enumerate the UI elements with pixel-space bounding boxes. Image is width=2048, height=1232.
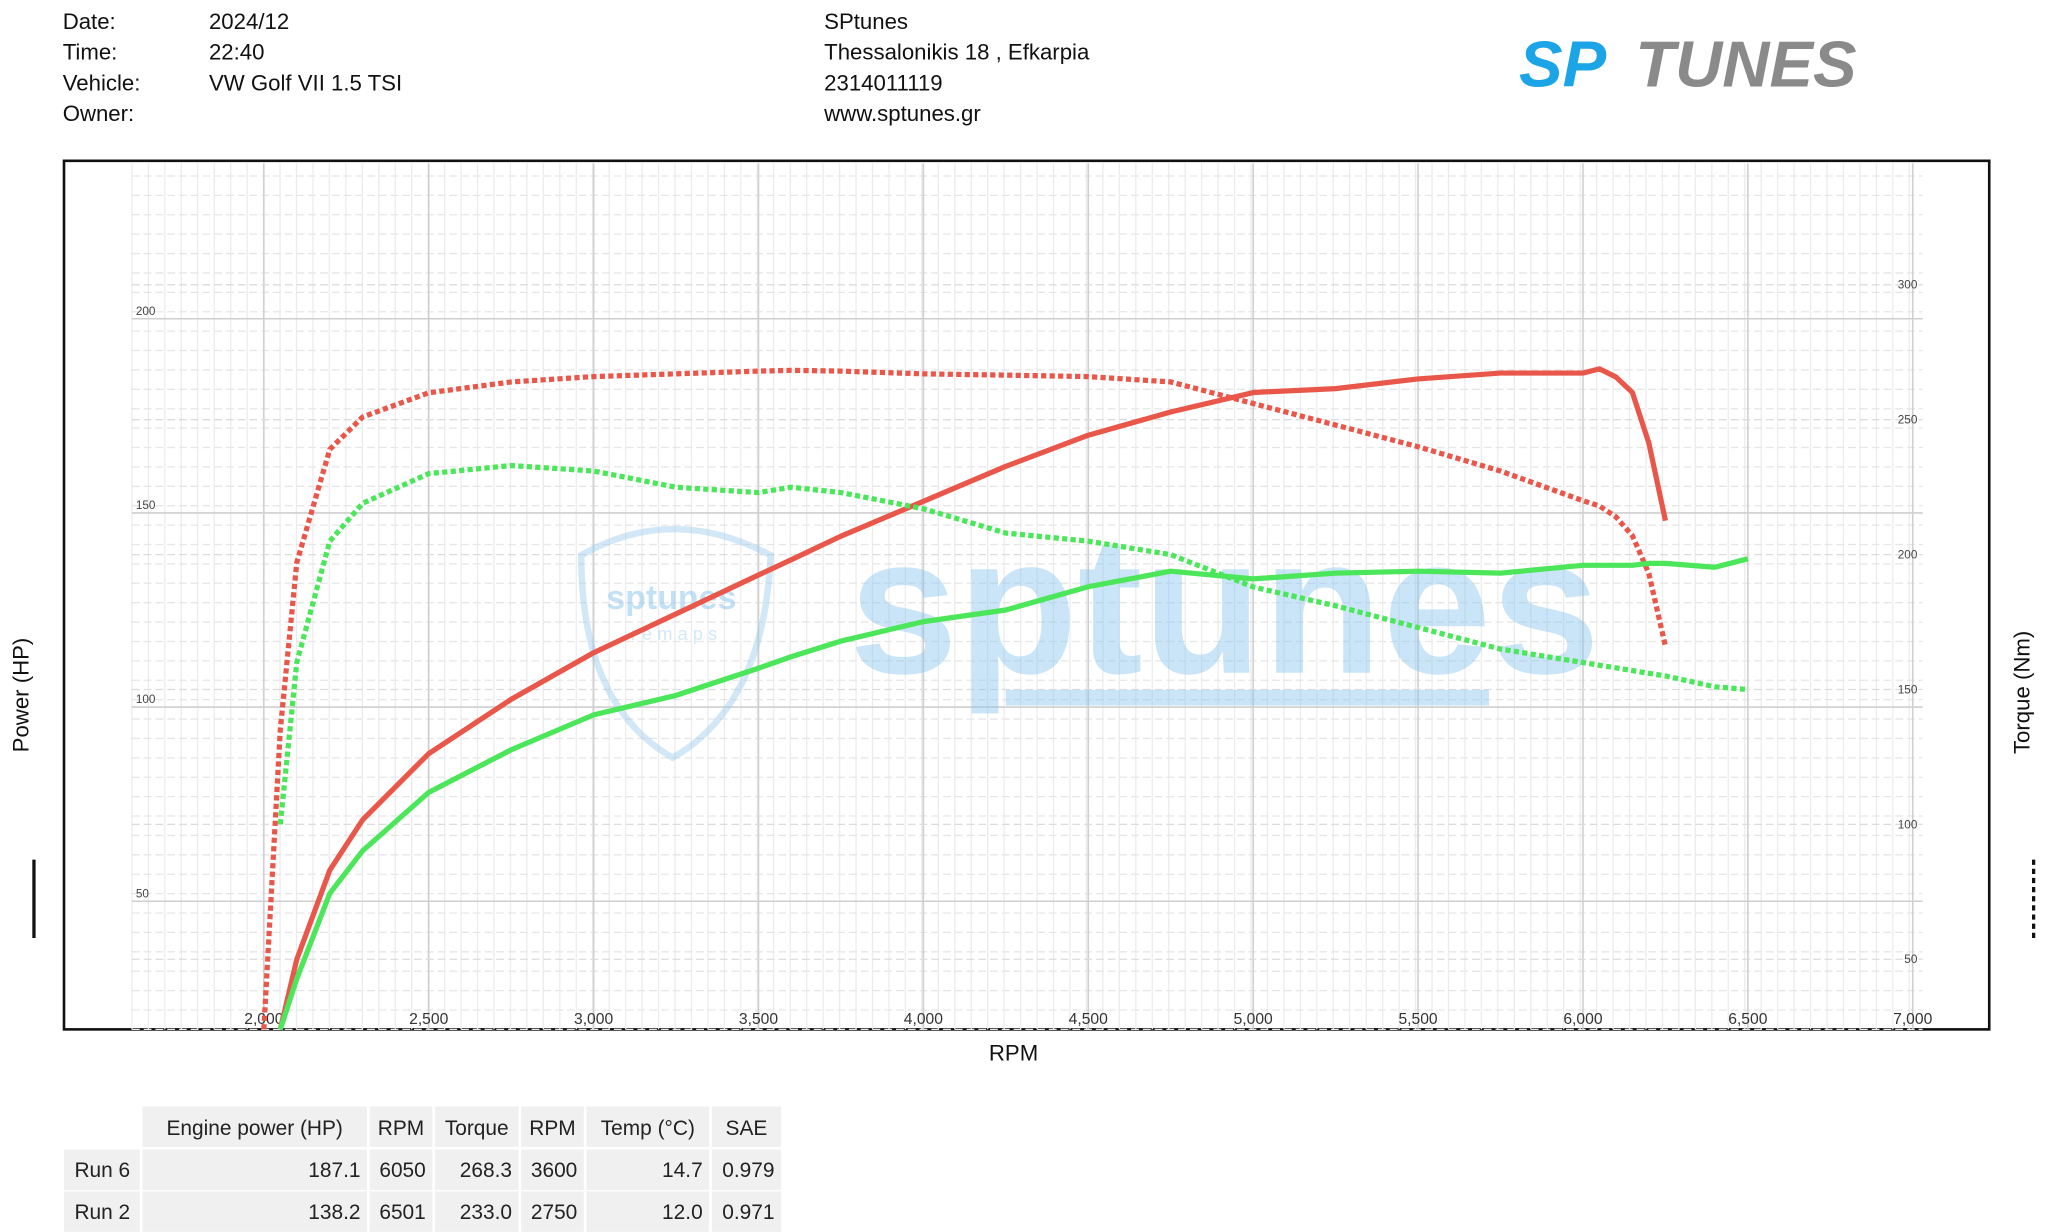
field-label: Date: (63, 9, 116, 34)
x-tick-label: 2,500 (409, 1011, 448, 1028)
cell-bg (521, 1191, 584, 1232)
cell-text: 6050 (379, 1159, 425, 1182)
header-text: Torque (445, 1117, 509, 1140)
cell-text: 2750 (531, 1201, 577, 1224)
y-tick-label: 50 (136, 887, 150, 900)
y2-axis-label: Torque (Nm) (2010, 631, 2035, 754)
header-cell (711, 1106, 782, 1147)
shop-line: 2314011119 (824, 70, 942, 95)
header-text: Engine power (HP) (167, 1117, 343, 1140)
y-axis-label: Power (HP) (9, 638, 34, 753)
watermark-text: sptunes (849, 496, 1600, 715)
y2-tick-label: 250 (1898, 414, 1918, 427)
y-tick-label: 200 (136, 305, 156, 318)
row-name: Run 6 (74, 1159, 130, 1182)
results-table: Engine power (HP) RPM Torque RPM Temp (°C) SA… (64, 1106, 782, 1232)
x-tick-label: 5,000 (1234, 1011, 1273, 1028)
y-tick-label: 100 (136, 693, 156, 706)
header-text: Temp (°C) (601, 1117, 695, 1140)
field-value: 22:40 (209, 40, 265, 65)
x-tick-label: 6,000 (1563, 1011, 1602, 1028)
watermark: sptunes r e m a p s sptunes (577, 496, 1600, 762)
grid (131, 163, 1923, 1031)
cell-text: 14.7 (662, 1159, 703, 1182)
cell-text: 12.0 (662, 1201, 703, 1224)
y2-tick-label: 200 (1898, 549, 1918, 562)
cell-bg (586, 1191, 710, 1232)
cell-bg (369, 1191, 433, 1232)
shop-line: Thessalonikis 18 , Efkarpia (824, 40, 1090, 65)
field-label: Owner: (63, 101, 135, 126)
x-tick-label: 3,500 (739, 1011, 778, 1028)
cell-bg (369, 1149, 433, 1191)
watermark-badge-sub: r e m a p s (631, 623, 717, 644)
x-tick-label: 5,500 (1398, 1011, 1437, 1028)
plot-frame (62, 159, 1991, 1031)
logo: SP TUNES (1519, 27, 1857, 100)
x-tick-label: 4,500 (1069, 1011, 1108, 1028)
header: Date: 2024/12 Time: 22:40 Vehicle: VW Golf VI… (63, 9, 1090, 126)
x-tick-label: 7,000 (1893, 1011, 1932, 1028)
cell-text: 0.979 (722, 1159, 774, 1182)
lines (261, 366, 1749, 1031)
row-name: Run 2 (74, 1201, 130, 1224)
y2-tick-label: 50 (1904, 953, 1918, 966)
cell-bg (434, 1149, 519, 1191)
field-value: VW Golf VII 1.5 TSI (209, 70, 402, 95)
x-tick-label: 3,000 (574, 1011, 613, 1028)
header-cell (586, 1106, 710, 1147)
watermark-badge (577, 525, 774, 762)
field-value: 2024/12 (209, 9, 289, 34)
cell-text: 187.1 (308, 1159, 360, 1182)
logo-tunes: TUNES (1635, 27, 1856, 100)
cell-bg (521, 1149, 584, 1191)
watermark-badge-text: sptunes (606, 579, 736, 617)
y-tick-label: 150 (136, 499, 156, 512)
cell-bg (142, 1191, 368, 1232)
header-text: SAE (726, 1117, 768, 1140)
header-text: RPM (378, 1117, 424, 1140)
header-text: RPM (529, 1117, 575, 1140)
power-line (277, 366, 1668, 1030)
cell-bg (711, 1191, 782, 1232)
field-label: Time: (63, 40, 118, 65)
row-name-cell (64, 1191, 140, 1232)
cell-bg (142, 1149, 368, 1191)
watermark-underline (1005, 689, 1489, 706)
cell-text: 138.2 (308, 1201, 360, 1224)
header-cell (434, 1106, 519, 1147)
y2-tick-label: 150 (1898, 683, 1918, 696)
torque-line (261, 367, 1668, 1030)
header-cell (142, 1106, 368, 1147)
cell-bg (711, 1149, 782, 1191)
x-tick-label: 4,000 (904, 1011, 943, 1028)
x-tick-label: 6,500 (1728, 1011, 1767, 1028)
cell-bg (434, 1191, 519, 1232)
row-name-cell (64, 1149, 140, 1191)
torque-line (277, 462, 1749, 825)
shop-line: SPtunes (824, 9, 908, 34)
power-line (277, 556, 1749, 1031)
shop-line: www.sptunes.gr (823, 101, 981, 126)
x-axis-label: RPM (989, 1041, 1038, 1066)
cell-text: 6501 (379, 1201, 425, 1224)
cell-text: 268.3 (460, 1159, 512, 1182)
y2-tick-label: 300 (1898, 279, 1918, 292)
cell-text: 0.971 (722, 1201, 774, 1224)
cell-bg (586, 1149, 710, 1191)
header-cell (369, 1106, 433, 1147)
header-cell (521, 1106, 584, 1147)
cell-text: 3600 (531, 1159, 577, 1182)
field-label: Vehicle: (63, 70, 141, 95)
cell-text: 233.0 (460, 1201, 512, 1224)
logo-sp: SP (1519, 27, 1607, 100)
y2-tick-label: 100 (1898, 818, 1918, 831)
